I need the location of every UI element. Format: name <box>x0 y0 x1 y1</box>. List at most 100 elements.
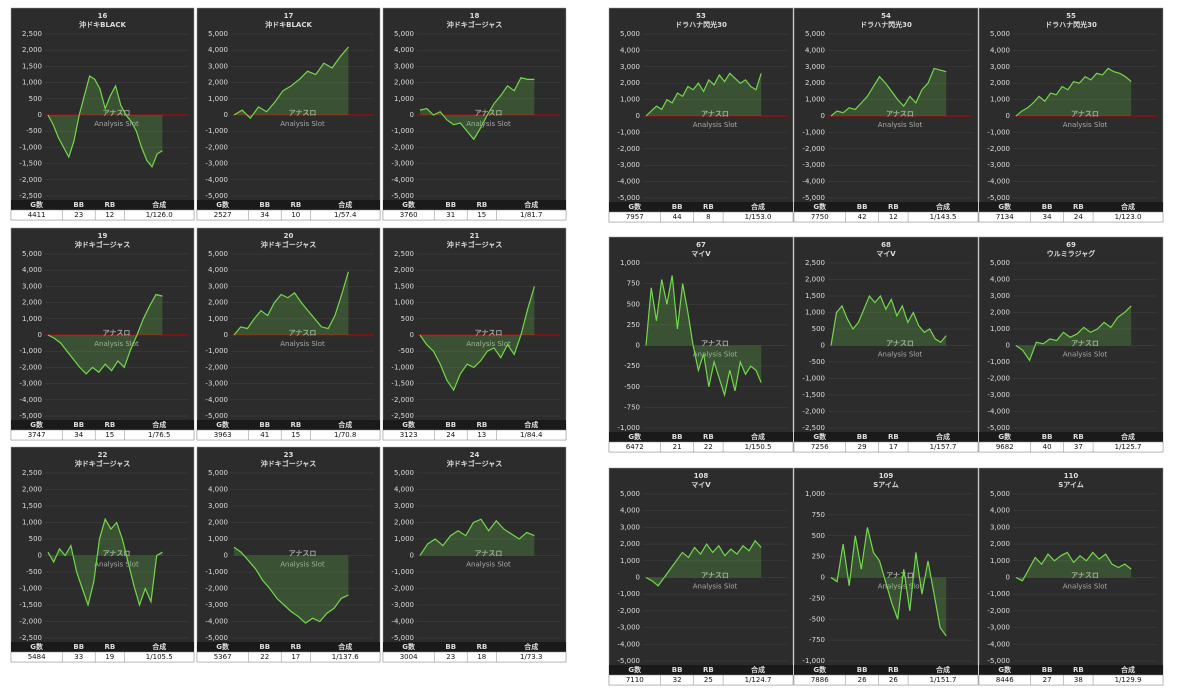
panel <box>978 236 1164 453</box>
chart-number: 21 <box>470 232 480 240</box>
table-header <box>197 200 380 210</box>
y-tick-label: 4,000 <box>620 46 640 54</box>
line <box>233 271 349 336</box>
chart-title: 沖ドキゴージャス <box>261 240 317 249</box>
stat-value: 34 <box>74 431 83 439</box>
stat-value: 6472 <box>626 443 644 451</box>
y-tick-label: -1,000 <box>802 657 825 665</box>
stat-header: RB <box>703 203 714 211</box>
y-tick-label: 1,500 <box>22 62 42 70</box>
y-tick-label: -2,000 <box>987 607 1010 615</box>
line <box>830 294 947 346</box>
chart-title: 沖ドキBLACK <box>265 20 312 29</box>
chart-number: 67 <box>696 241 706 249</box>
y-tick-label: -1,500 <box>391 380 414 388</box>
line <box>1015 551 1132 582</box>
y-tick-label: -2,500 <box>19 634 42 642</box>
stat-header: G数 <box>30 420 44 429</box>
watermark-sub: Analysis Slot <box>1063 121 1108 129</box>
line <box>419 286 535 392</box>
stat-header: BB <box>259 201 270 209</box>
table-header <box>609 432 793 442</box>
y-tick-label: 0 <box>224 331 228 339</box>
line <box>233 546 349 624</box>
stat-header: BB <box>445 201 456 209</box>
stat-value: 7886 <box>811 676 829 684</box>
line <box>1015 67 1132 117</box>
stat-value: 8 <box>706 213 710 221</box>
y-tick-label: 5,000 <box>990 259 1010 267</box>
y-tick-label: 2,000 <box>208 299 228 307</box>
y-tick-label: 2,000 <box>990 79 1010 87</box>
y-tick-label: -1,500 <box>802 391 825 399</box>
chart-number: 109 <box>879 472 894 480</box>
area <box>234 46 349 119</box>
y-tick-label: 2,000 <box>394 519 414 527</box>
y-tick-label: -1,500 <box>19 160 42 168</box>
panel <box>382 446 567 663</box>
y-tick-label: 0 <box>636 574 640 582</box>
table-header <box>979 202 1163 212</box>
y-tick-label: -250 <box>624 362 640 370</box>
table-header <box>383 642 566 652</box>
y-tick-label: 2,000 <box>22 299 42 307</box>
table-row <box>196 651 381 663</box>
watermark-sub: Analysis Slot <box>280 561 325 569</box>
y-tick-label: -3,000 <box>987 624 1010 632</box>
stat-header: BB <box>1042 433 1053 441</box>
stat-value: 24 <box>446 431 455 439</box>
line <box>47 293 163 375</box>
y-tick-label: -2,000 <box>391 585 414 593</box>
y-tick-label: -1,000 <box>391 127 414 135</box>
y-tick-label: 4,000 <box>394 486 414 494</box>
stat-value: 33 <box>74 653 83 661</box>
table-header <box>197 420 380 430</box>
stat-value: 1/153.0 <box>745 213 772 221</box>
stat-header: G数 <box>813 202 827 211</box>
stat-value: 42 <box>858 213 867 221</box>
y-tick-label: 4,000 <box>22 266 42 274</box>
y-tick-label: 0 <box>1006 112 1010 120</box>
panel <box>793 467 979 686</box>
stat-value: 1/81.7 <box>520 211 542 219</box>
stat-value: 22 <box>704 443 713 451</box>
y-tick-label: 0 <box>636 112 640 120</box>
y-tick-label: 4,000 <box>990 46 1010 54</box>
panel <box>608 236 794 453</box>
y-tick-label: -500 <box>398 347 414 355</box>
stat-header: 合成 <box>750 665 765 674</box>
y-tick-label: -2,500 <box>802 424 825 432</box>
panel <box>978 7 1164 223</box>
y-tick-label: -4,000 <box>987 640 1010 648</box>
y-tick-label: 1,000 <box>208 315 228 323</box>
stat-value: 24 <box>1074 213 1083 221</box>
y-tick-label: 5,000 <box>22 250 42 258</box>
y-tick-label: -1,000 <box>802 128 825 136</box>
y-tick-label: 2,000 <box>394 79 414 87</box>
watermark-sub: Analysis Slot <box>1063 583 1108 591</box>
y-tick-label: -500 <box>26 127 42 135</box>
y-tick-label: -2,500 <box>391 412 414 420</box>
stat-value: 23 <box>74 211 83 219</box>
watermark-sub: Analysis Slot <box>466 340 511 348</box>
stat-header: G数 <box>216 420 230 429</box>
chart-number: 19 <box>98 232 108 240</box>
chart-number: 16 <box>98 12 108 20</box>
stat-header: G数 <box>813 665 827 674</box>
y-tick-label: -1,000 <box>987 358 1010 366</box>
area <box>234 271 349 335</box>
watermark-sub: Analysis Slot <box>94 561 139 569</box>
area <box>420 286 535 391</box>
table-row <box>793 674 979 686</box>
stat-header: BB <box>1042 666 1053 674</box>
y-tick-label: 1,000 <box>22 519 42 527</box>
watermark-sub: Analysis Slot <box>280 340 325 348</box>
y-tick-label: 3,000 <box>22 282 42 290</box>
y-tick-label: -5,000 <box>391 634 414 642</box>
table-row <box>978 441 1164 453</box>
stat-value: 1/70.8 <box>334 431 356 439</box>
y-tick-label: 1,000 <box>394 535 414 543</box>
stat-header: 合成 <box>1120 202 1135 211</box>
table-header <box>11 200 194 210</box>
y-tick-label: 5,000 <box>805 30 825 38</box>
